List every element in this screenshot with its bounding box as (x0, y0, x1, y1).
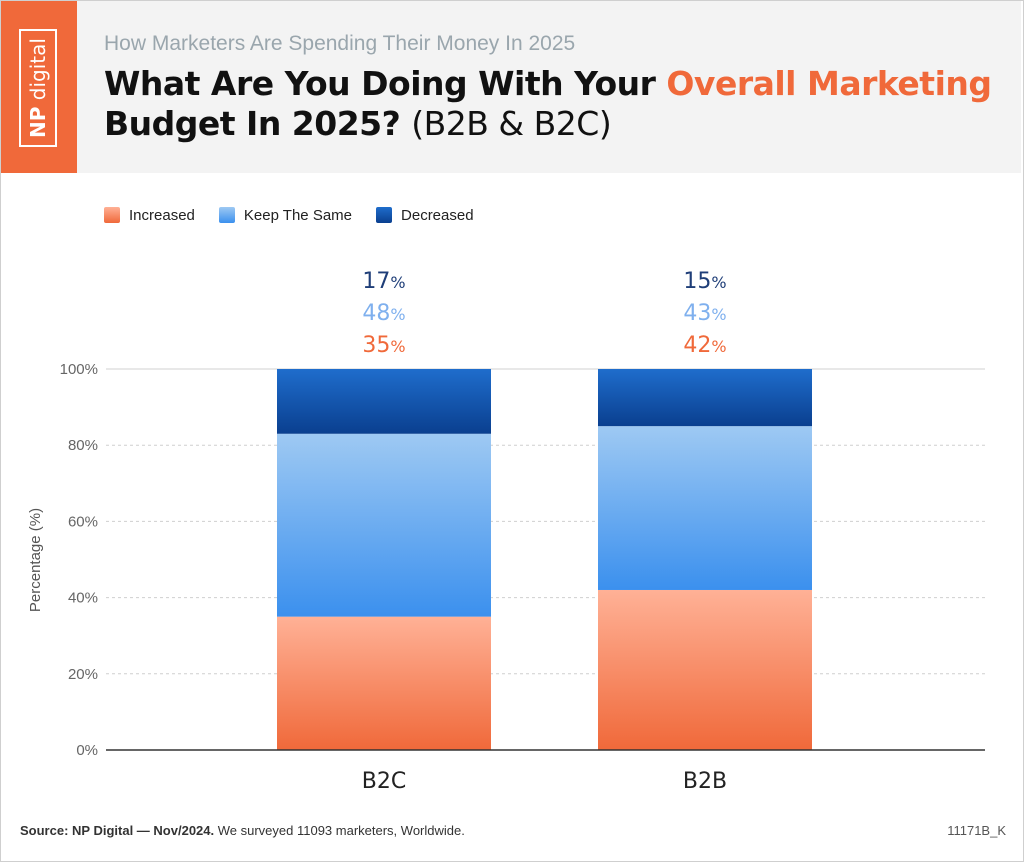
brand-block: NP digital (1, 1, 77, 173)
np-digital-logo: NP digital (19, 29, 57, 147)
source-footer: Source: NP Digital — Nov/2024. We survey… (20, 823, 465, 838)
legend-swatch-increased (104, 207, 120, 223)
chart-subtitle: How Marketers Are Spending Their Money I… (104, 32, 576, 55)
bar-segment-keep (598, 426, 812, 590)
chart-code: 11171B_K (947, 823, 1006, 838)
legend-label-decreased: Decreased (401, 206, 474, 224)
data-label: 48% (362, 301, 405, 326)
source-text: We surveyed 11093 marketers, Worldwide. (214, 823, 465, 838)
source-name: NP Digital — Nov/2024. (72, 823, 215, 838)
y-axis-label: Percentage (%) (27, 508, 44, 612)
bar-segment-keep (277, 433, 491, 617)
title-part1: What Are You Doing With Your (104, 64, 667, 103)
bar-segment-increased (598, 589, 812, 750)
title-paren: (B2B & B2C) (411, 104, 612, 143)
y-tick-label: 20% (68, 666, 98, 683)
source-label: Source: (20, 823, 69, 838)
title-part2: Budget In 2025? (104, 104, 401, 143)
legend-label-keep: Keep The Same (243, 206, 353, 224)
data-label: 35% (362, 333, 405, 358)
x-tick-label: B2C (362, 769, 406, 794)
y-tick-label: 40% (68, 590, 98, 607)
data-label: 43% (683, 301, 726, 326)
bar-segment-decreased (277, 369, 491, 434)
header-band (1, 1, 1021, 173)
legend-item-keep: Keep The Same (218, 206, 353, 224)
legend-label-increased: Increased (129, 206, 195, 224)
y-tick-label: 0% (76, 742, 98, 759)
data-label: 42% (683, 333, 726, 358)
legend-swatch-decreased (376, 207, 393, 223)
legend-item-decreased: Decreased (376, 207, 474, 224)
bar-segment-decreased (598, 369, 812, 427)
y-tick-label: 60% (68, 513, 98, 530)
title-accent: Overall Marketing (666, 64, 992, 103)
chart-legend: Increased Keep The Same Decreased (104, 205, 474, 225)
data-label: 15% (683, 269, 726, 294)
y-tick-label: 100% (60, 361, 98, 378)
bar-segment-increased (277, 616, 491, 750)
data-label: 17% (362, 269, 405, 294)
chart-title: What Are You Doing With Your Overall Mar… (104, 64, 1004, 144)
legend-swatch-keep (218, 207, 235, 223)
legend-item-increased: Increased (104, 207, 195, 224)
x-tick-label: B2B (683, 769, 727, 794)
y-tick-label: 80% (68, 437, 98, 454)
